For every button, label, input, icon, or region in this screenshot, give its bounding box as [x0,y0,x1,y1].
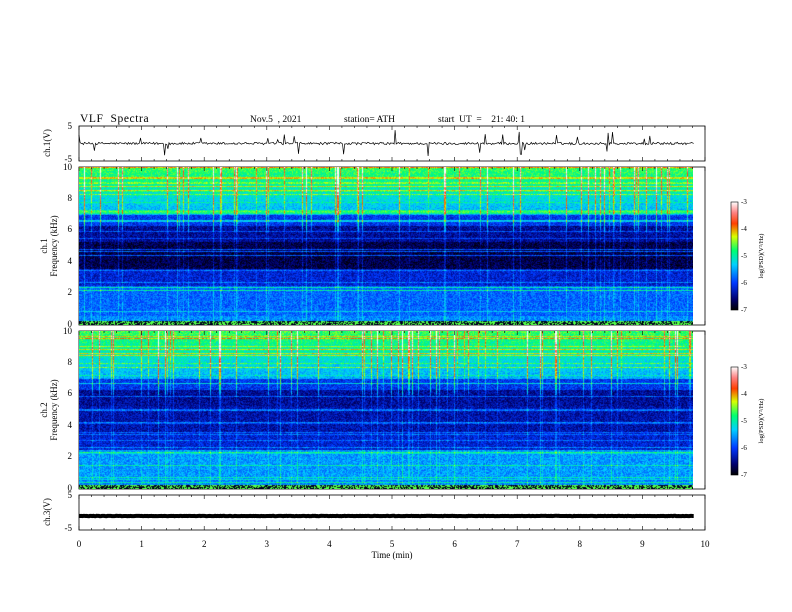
colorbar-tick: -4 [741,225,747,233]
colorbar-tick: -4 [741,390,747,398]
xtick-label: 8 [578,539,583,549]
ylabel: ch.1(V) [42,129,52,157]
xtick-label: 6 [452,539,457,549]
ytick-label: 5 [68,490,73,500]
colorbar: -3 -4 -5 -6 -7 log(PSD)(V²/Hz) [730,363,765,479]
ytick-label: 2 [68,287,73,297]
ytick-label: 4 [68,256,73,266]
xtick-label: 5 [390,539,395,549]
panel-ch3-waveform: 5 -5 ch.3(V) 0 1 2 3 4 5 6 7 8 9 10 Time (min) [42,490,710,560]
colorbar-tick: -3 [741,363,747,371]
colorbar: -3 -4 -5 -6 -7 log(PSD)(V²/Hz) [730,198,765,314]
colorbar-tick: -6 [741,444,747,452]
ytick-label: -5 [65,523,73,533]
ytick-label: 0 [68,319,73,329]
ch2-spectrogram-image [79,331,693,489]
ytick-label: 10 [63,162,73,172]
ytick-label: 4 [68,420,73,430]
ylabel: ch.3(V) [42,498,52,526]
ch1-spectrogram-image [79,167,693,325]
date-label: Nov.5 , 2021 [250,115,302,125]
xtick-label: 10 [701,539,711,549]
colorbar-gradient [730,201,739,311]
ytick-label: 8 [68,193,73,203]
station-label: station= ATH [344,115,396,125]
axis-ticks [78,331,706,489]
panel-ch1-spectrogram: 0 2 4 6 8 10 ch.1Frequency (kHz) -3 -4 -… [39,162,765,329]
ytick-label: 0 [68,483,73,493]
ytick-label: 5 [68,121,73,131]
colorbar-gradient [730,366,739,476]
xtick-label: 2 [202,539,207,549]
ytick-label: 10 [63,326,73,336]
xlabel: Time (min) [372,550,413,560]
ytick-label: 6 [68,224,73,234]
ytick-label: -5 [65,154,73,164]
xtick-label: 4 [327,539,332,549]
ytick-label: 2 [68,451,73,461]
colorbar-tick: -5 [741,417,747,425]
xtick-label: 9 [640,539,645,549]
xtick-label: 3 [265,539,270,549]
colorbar-tick: -7 [741,306,747,314]
x-tick-labels: 0 1 2 3 4 5 6 7 8 9 10 [77,539,710,549]
xtick-label: 1 [139,539,144,549]
colorbar-label: log(PSD)(V²/Hz) [758,399,765,444]
panel-ch2-spectrogram: 0 2 4 6 8 10 ch.2Frequency (kHz) -3 -4 -… [39,326,765,493]
ch1-waveform-line [78,130,694,157]
colorbar-tick: -7 [741,471,747,479]
start-time-label: start UT = 21: 40: 1 [438,115,525,125]
panel-ch1-waveform: 5 -5 ch.1(V) [42,121,706,164]
ytick-label: 8 [68,357,73,367]
axis-ticks [78,126,706,161]
colorbar-tick: -3 [741,198,747,206]
ylabel: ch.1Frequency (kHz) [39,215,59,276]
ytick-label: 6 [68,388,73,398]
ylabel: ch.2Frequency (kHz) [39,379,59,440]
xtick-label: 7 [515,539,520,549]
colorbar-label: log(PSD)(V²/Hz) [758,234,765,279]
axis-ticks [78,495,706,530]
xtick-label: 0 [77,539,82,549]
colorbar-tick: -6 [741,279,747,287]
axis-ticks [78,167,706,325]
panel-frame [78,494,706,531]
colorbar-tick: -5 [741,252,747,260]
figure-title: VLF Spectra [80,113,150,125]
